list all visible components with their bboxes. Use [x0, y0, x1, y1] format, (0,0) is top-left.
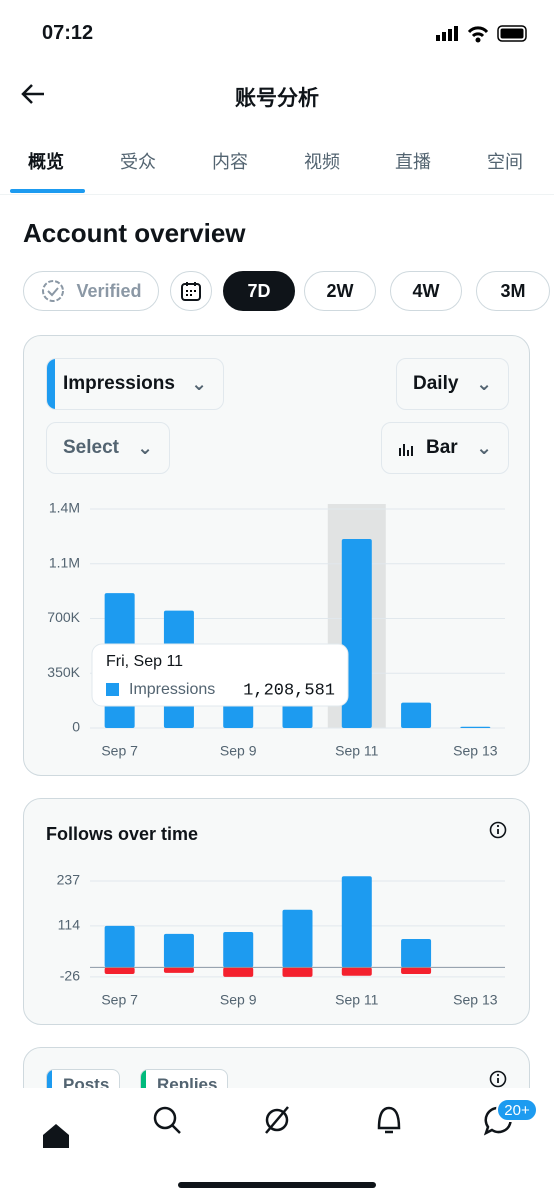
x-tick-label: Sep 13 [453, 992, 498, 1008]
x-tick-label: Sep 13 [453, 743, 498, 759]
bar [164, 967, 194, 972]
x-tick-label: Sep 9 [220, 992, 257, 1008]
info-icon[interactable] [491, 1072, 506, 1087]
info-icon[interactable] [491, 823, 506, 838]
bar [223, 932, 253, 967]
x-tick-label: Sep 11 [335, 992, 379, 1008]
bar [401, 703, 431, 728]
x-tick-label: Sep 7 [101, 743, 138, 759]
bar [283, 967, 313, 976]
y-tick-label: 114 [58, 917, 81, 933]
y-tick-label: 237 [57, 872, 81, 888]
bar [342, 876, 372, 967]
x-tick-label: Sep 7 [101, 992, 138, 1008]
bar [164, 934, 194, 968]
nav-icons: 20+ [0, 1088, 554, 1199]
tooltip-series: Impressions [129, 681, 215, 698]
nav-badge: 20+ [504, 1102, 530, 1119]
y-tick-label: 1.1M [49, 554, 80, 570]
y-tick-label: 0 [72, 719, 80, 735]
charts: 0 350K 700K 1.1M 1.4M Sep 7 Sep 9 Sep 11 Sep 13 F… [0, 0, 554, 1088]
y-tick-label: 700K [47, 609, 80, 625]
x-tick-label: Sep 9 [220, 743, 257, 759]
bar [223, 967, 253, 976]
bar [401, 967, 431, 974]
y-tick-label: 350K [47, 664, 80, 680]
bar [342, 967, 372, 975]
bar [105, 967, 135, 974]
tooltip-swatch [106, 683, 119, 696]
tooltip-value: 1,208,581 [243, 681, 335, 700]
bar [283, 910, 313, 968]
x-tick-label: Sep 11 [335, 743, 379, 759]
chart-title: Follows over time [46, 824, 198, 845]
y-tick-label: 1.4M [49, 500, 80, 516]
bar [401, 939, 431, 967]
bottom-nav: 20+ [0, 1088, 554, 1199]
bar [105, 926, 135, 968]
bar [460, 727, 490, 728]
tooltip: Fri, Sep 11 Impressions 1,208,581 [92, 644, 348, 706]
y-tick-label: -26 [60, 968, 80, 984]
tooltip-title: Fri, Sep 11 [106, 653, 183, 670]
